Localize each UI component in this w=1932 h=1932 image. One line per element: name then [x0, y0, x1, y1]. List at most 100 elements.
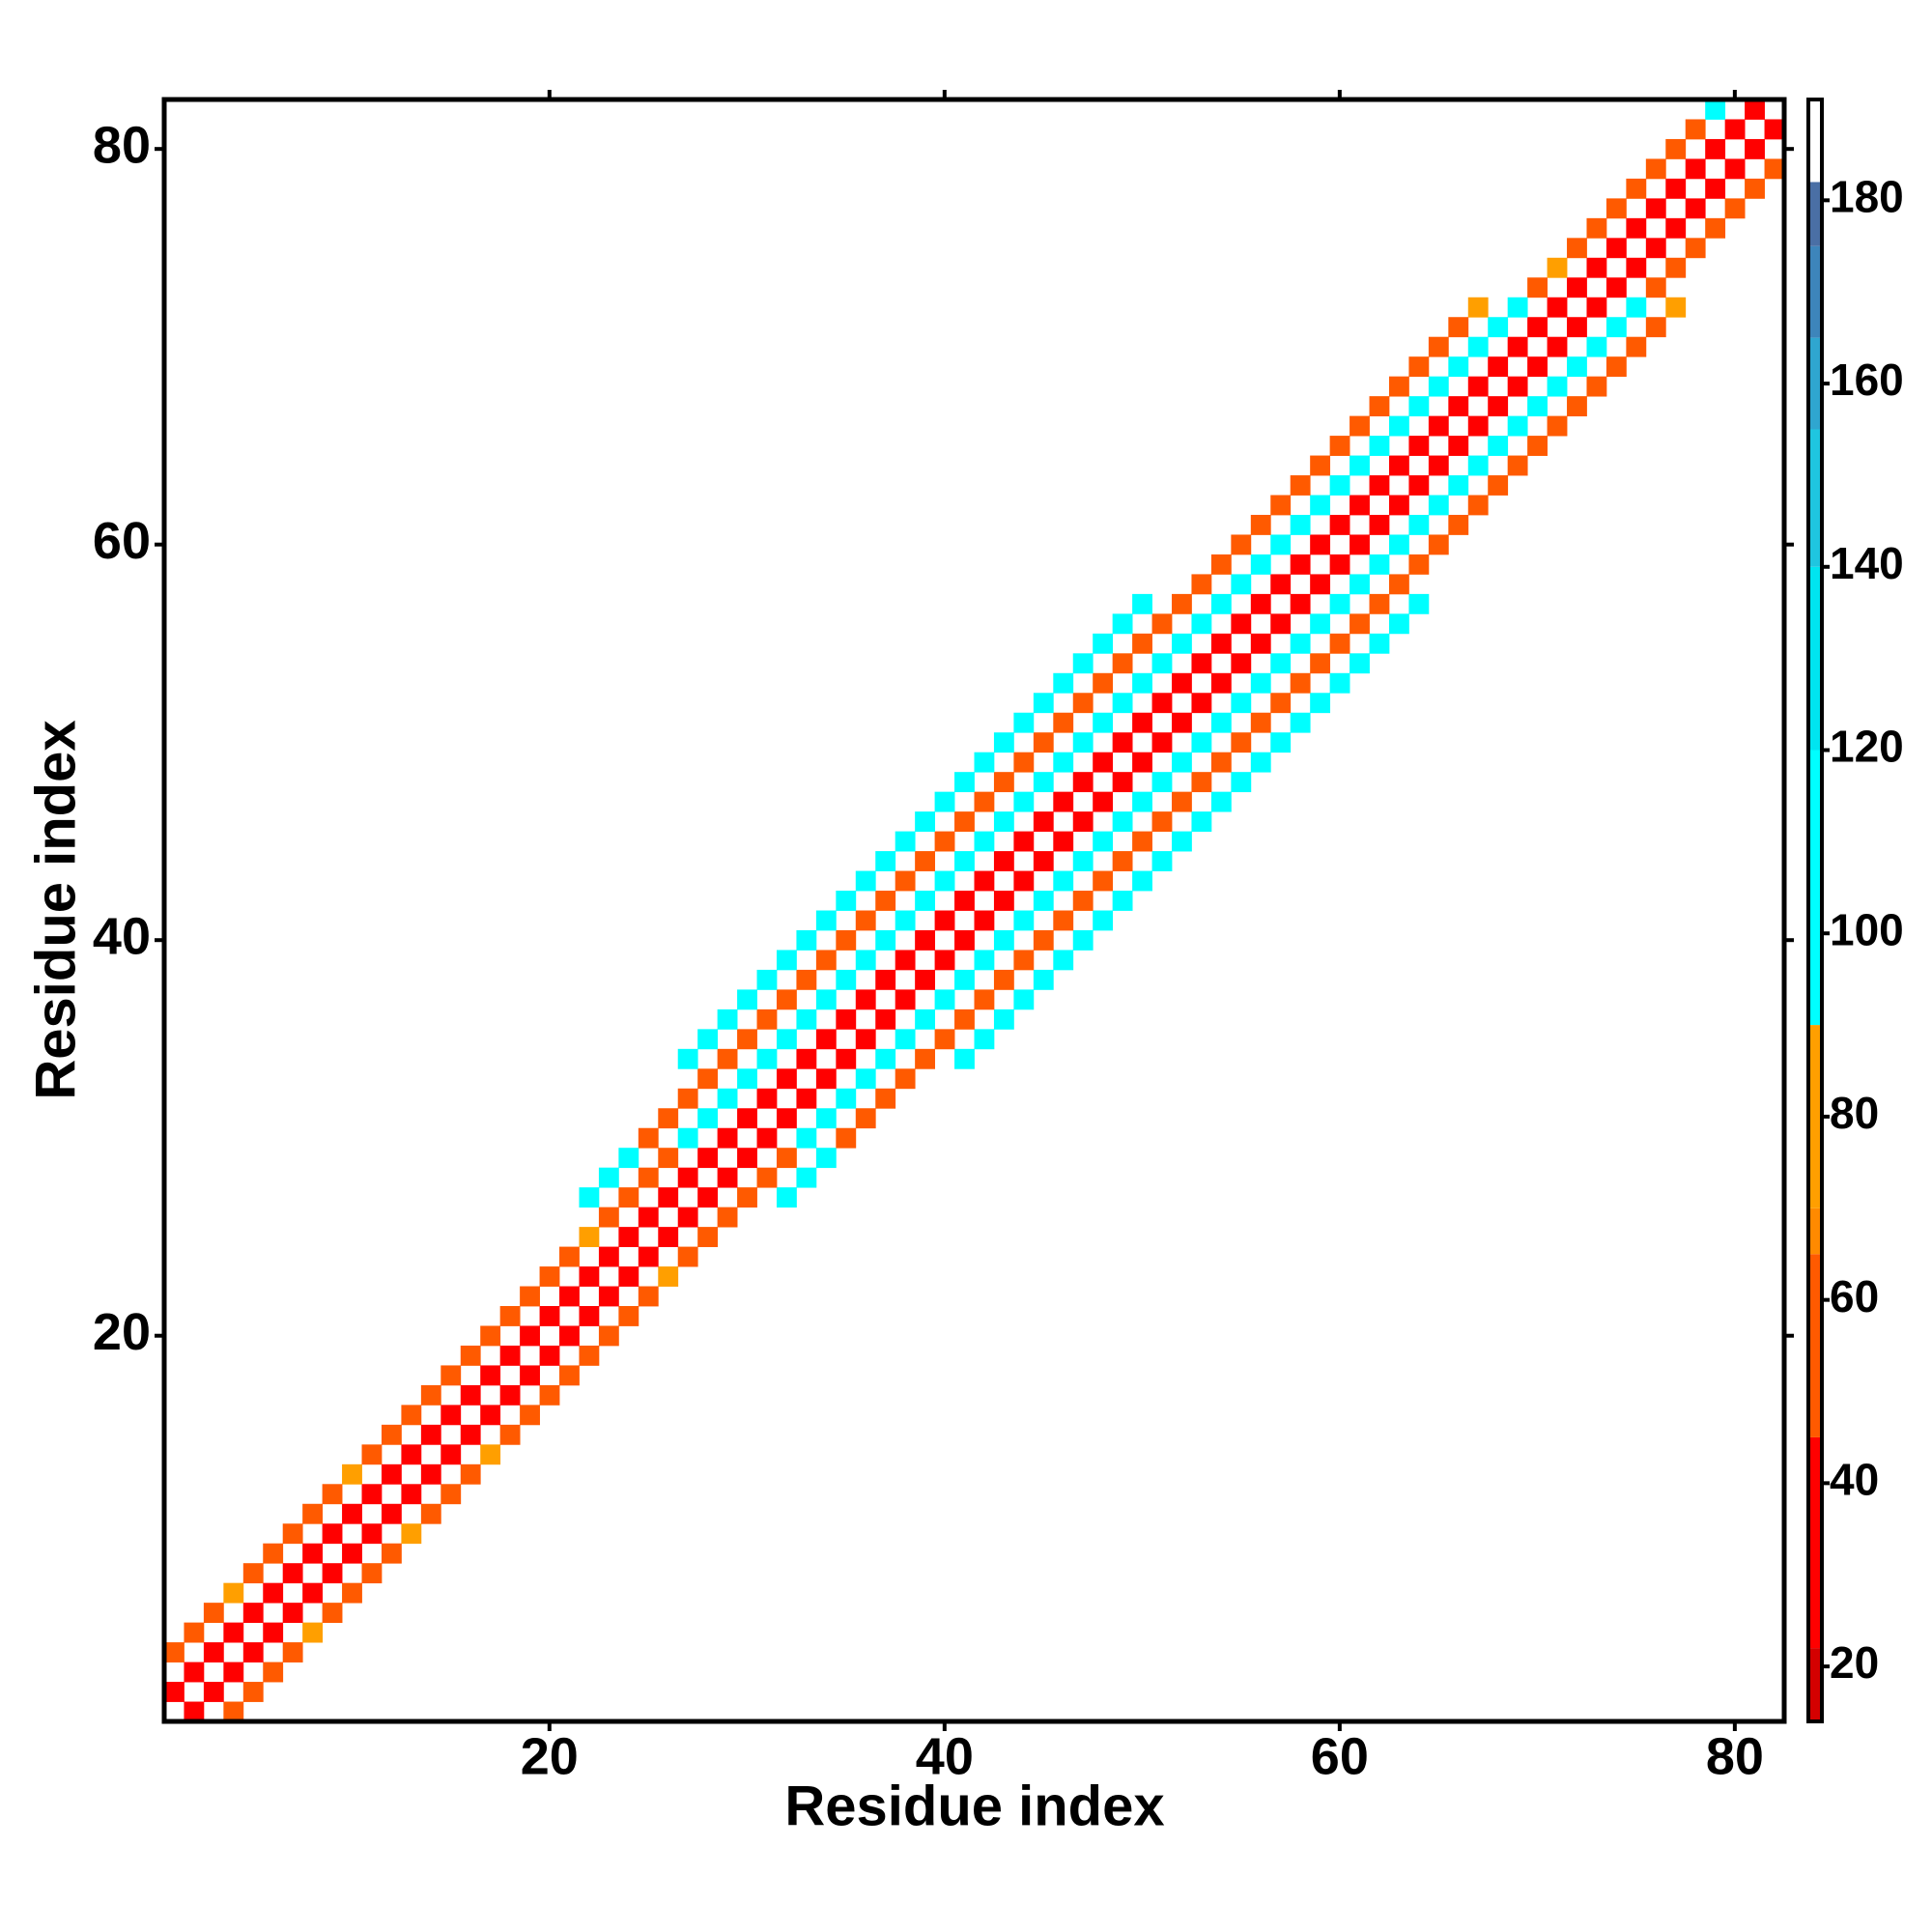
heatmap-cell [1605, 356, 1627, 378]
heatmap-cell [401, 1444, 422, 1465]
heatmap-cell [1231, 653, 1252, 674]
heatmap-cell [342, 1503, 362, 1524]
x-tick-label: 80 [1706, 1727, 1764, 1785]
heatmap-cell [1724, 119, 1746, 140]
heatmap-cell [1151, 693, 1173, 714]
heatmap-cell [855, 870, 876, 892]
heatmap-cell [815, 950, 837, 971]
heatmap-cell [361, 1523, 383, 1545]
heatmap-cell [242, 1642, 264, 1662]
heatmap-cell [1645, 198, 1666, 219]
heatmap-cell [1547, 415, 1568, 437]
heatmap-cell [381, 1503, 402, 1524]
heatmap-cell [697, 1187, 719, 1208]
heatmap-cell [1112, 693, 1133, 714]
heatmap-cell [1013, 950, 1035, 971]
heatmap-cell [1626, 257, 1647, 278]
heatmap-cell [1408, 554, 1430, 575]
heatmap-cell [1467, 415, 1489, 437]
colorbar-tick-label: 180 [1830, 172, 1904, 222]
heatmap-cell [1112, 613, 1133, 635]
heatmap-cell [480, 1444, 501, 1465]
heatmap-cell [579, 1345, 600, 1366]
heatmap-cell [954, 811, 975, 832]
heatmap-cell [1665, 297, 1687, 318]
heatmap-cell [539, 1306, 560, 1326]
heatmap-cell [1369, 633, 1390, 654]
heatmap-cell [1586, 297, 1607, 318]
heatmap-cell [895, 989, 916, 1010]
heatmap-cell [697, 1108, 719, 1129]
heatmap-cell [539, 1345, 560, 1366]
heatmap-cell [993, 851, 1014, 871]
heatmap-cell [520, 1365, 540, 1386]
heatmap-cell [1250, 593, 1271, 614]
heatmap-cell [1191, 732, 1212, 753]
heatmap-cell [1408, 436, 1430, 456]
heatmap-cell [460, 1424, 481, 1445]
heatmap-cell [420, 1503, 441, 1524]
heatmap-cell [1428, 336, 1449, 357]
heatmap-cell [1448, 396, 1469, 417]
heatmap-cell [697, 1029, 719, 1050]
heatmap-cell [598, 1325, 619, 1347]
heatmap-cell [974, 752, 995, 773]
heatmap-cell [875, 851, 896, 871]
heatmap-cell [1112, 811, 1133, 832]
heatmap-cell [1093, 831, 1114, 852]
heatmap-cell [302, 1503, 324, 1524]
heatmap-cell [1448, 356, 1469, 378]
heatmap-cell [1764, 158, 1785, 180]
heatmap-cell [1270, 613, 1292, 635]
heatmap-cell [1369, 554, 1390, 575]
heatmap-cell [164, 1642, 185, 1662]
heatmap-cell [1013, 752, 1035, 773]
heatmap-cell [895, 950, 916, 971]
heatmap-cell [756, 1048, 778, 1069]
heatmap-cell [381, 1543, 402, 1564]
heatmap-cell [1093, 672, 1114, 694]
heatmap-cell [815, 910, 837, 931]
heatmap-cell [499, 1306, 521, 1326]
heatmap-cell [1013, 989, 1035, 1010]
heatmap-cell [1665, 217, 1687, 239]
heatmap-cell [1132, 831, 1152, 852]
heatmap-cell [776, 1068, 797, 1090]
heatmap-cell [1053, 672, 1074, 694]
heatmap-cell [342, 1582, 362, 1604]
heatmap-cell [1033, 772, 1054, 793]
heatmap-cell [1527, 277, 1548, 298]
heatmap-cell [1685, 119, 1706, 140]
heatmap-cell [1310, 534, 1331, 555]
heatmap-cell [934, 950, 955, 971]
heatmap-cell [1685, 158, 1706, 180]
heatmap-cell [539, 1384, 560, 1406]
heatmap-cell [302, 1622, 324, 1643]
heatmap-cell [974, 1029, 995, 1050]
heatmap-cell [815, 1108, 837, 1129]
heatmap-cell [1112, 772, 1133, 793]
heatmap-cell [1093, 870, 1114, 892]
heatmap-cell [1072, 772, 1094, 793]
heatmap-cell [1132, 633, 1152, 654]
heatmap-cell [618, 1187, 639, 1208]
heatmap-cell [1488, 396, 1509, 417]
heatmap-cell [796, 1048, 817, 1069]
x-axis-title: Residue index [784, 1775, 1164, 1837]
heatmap-cell [579, 1227, 600, 1247]
heatmap-cell [1112, 653, 1133, 674]
heatmap-cell [1567, 317, 1587, 338]
heatmap-cell [974, 950, 995, 971]
heatmap-cell [815, 989, 837, 1010]
heatmap-cell [184, 1622, 205, 1643]
heatmap-cell [737, 989, 757, 1010]
heatmap-cell [836, 1009, 857, 1030]
heatmap-cell [164, 1682, 185, 1702]
heatmap-cell [717, 1167, 738, 1188]
heatmap-cell [1270, 534, 1292, 555]
heatmap-cell [1626, 217, 1647, 239]
heatmap-cell [836, 969, 857, 990]
heatmap-cell [855, 910, 876, 931]
heatmap-cell [1408, 475, 1430, 496]
heatmap-cell [776, 1029, 797, 1050]
